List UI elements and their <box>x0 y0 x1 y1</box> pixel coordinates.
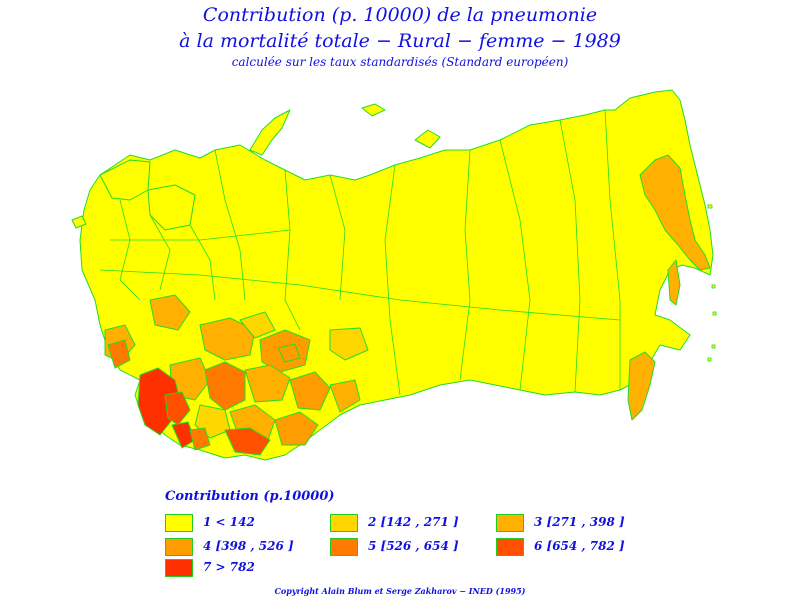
map-island-speck <box>711 344 716 349</box>
legend-label-6: 6 [654 , 782 ] <box>534 539 625 553</box>
legend-title: Contribution (p.10000) <box>165 489 335 504</box>
map-region-south-5 <box>329 327 369 361</box>
map-region-volga-1 <box>149 294 191 331</box>
legend-swatch-2 <box>330 514 358 532</box>
map-region-south-1 <box>199 317 256 361</box>
map-region-south-west-6a <box>164 391 191 426</box>
map-region-south-13 <box>274 411 319 446</box>
map-subtitle: calculée sur les taux standardisés (Stan… <box>231 55 569 69</box>
map-title-line2: à la mortalité totale − Rural − femme − … <box>179 30 621 52</box>
map-region-south-7 <box>204 361 246 411</box>
map-island-severnaya <box>414 129 441 149</box>
map-island-sakhalin <box>667 259 681 306</box>
legend-swatch-6 <box>496 538 524 556</box>
map-region-kamchatka <box>639 154 711 271</box>
legend-label-4: 4 [398 , 526 ] <box>203 539 294 553</box>
copyright: Copyright Alain Blum et Serge Zakharov −… <box>274 586 526 596</box>
map-island-speck <box>707 357 712 362</box>
legend-label-3: 3 [271 , 398 ] <box>534 515 625 529</box>
legend-label-7: 7 > 782 <box>203 560 255 574</box>
map-region-south-8 <box>244 364 291 403</box>
map-region-south-west-6b <box>224 427 271 456</box>
map-region-volga-3 <box>277 343 301 363</box>
map-island-arctic <box>361 103 386 117</box>
legend-swatch-3 <box>496 514 524 532</box>
map-island-speck <box>711 284 716 289</box>
map-island-speck <box>712 311 717 316</box>
legend-swatch-1 <box>165 514 193 532</box>
legend-swatch-4 <box>165 538 193 556</box>
legend-label-1: 1 < 142 <box>203 515 255 529</box>
legend-label-5: 5 [526 , 654 ] <box>368 539 459 553</box>
map-island-novaya-zemlya <box>249 109 291 156</box>
map-region-primorye <box>627 351 656 421</box>
map-region-south-4 <box>107 339 131 369</box>
map-title-line1: Contribution (p. 10000) de la pneumonie <box>202 4 598 26</box>
map-landmass <box>79 89 714 461</box>
internal-borders <box>99 109 621 396</box>
map-region-south-west-5 <box>189 427 211 451</box>
map-region-south-10 <box>329 379 361 413</box>
map-region-south-9 <box>289 371 331 411</box>
map-island-speck <box>707 204 713 209</box>
map-region-volga-2 <box>239 311 276 339</box>
legend-label-2: 2 [142 , 271 ] <box>368 515 459 529</box>
map-region-kaliningrad <box>71 215 87 229</box>
legend-swatch-7 <box>165 559 193 577</box>
legend-swatch-5 <box>330 538 358 556</box>
